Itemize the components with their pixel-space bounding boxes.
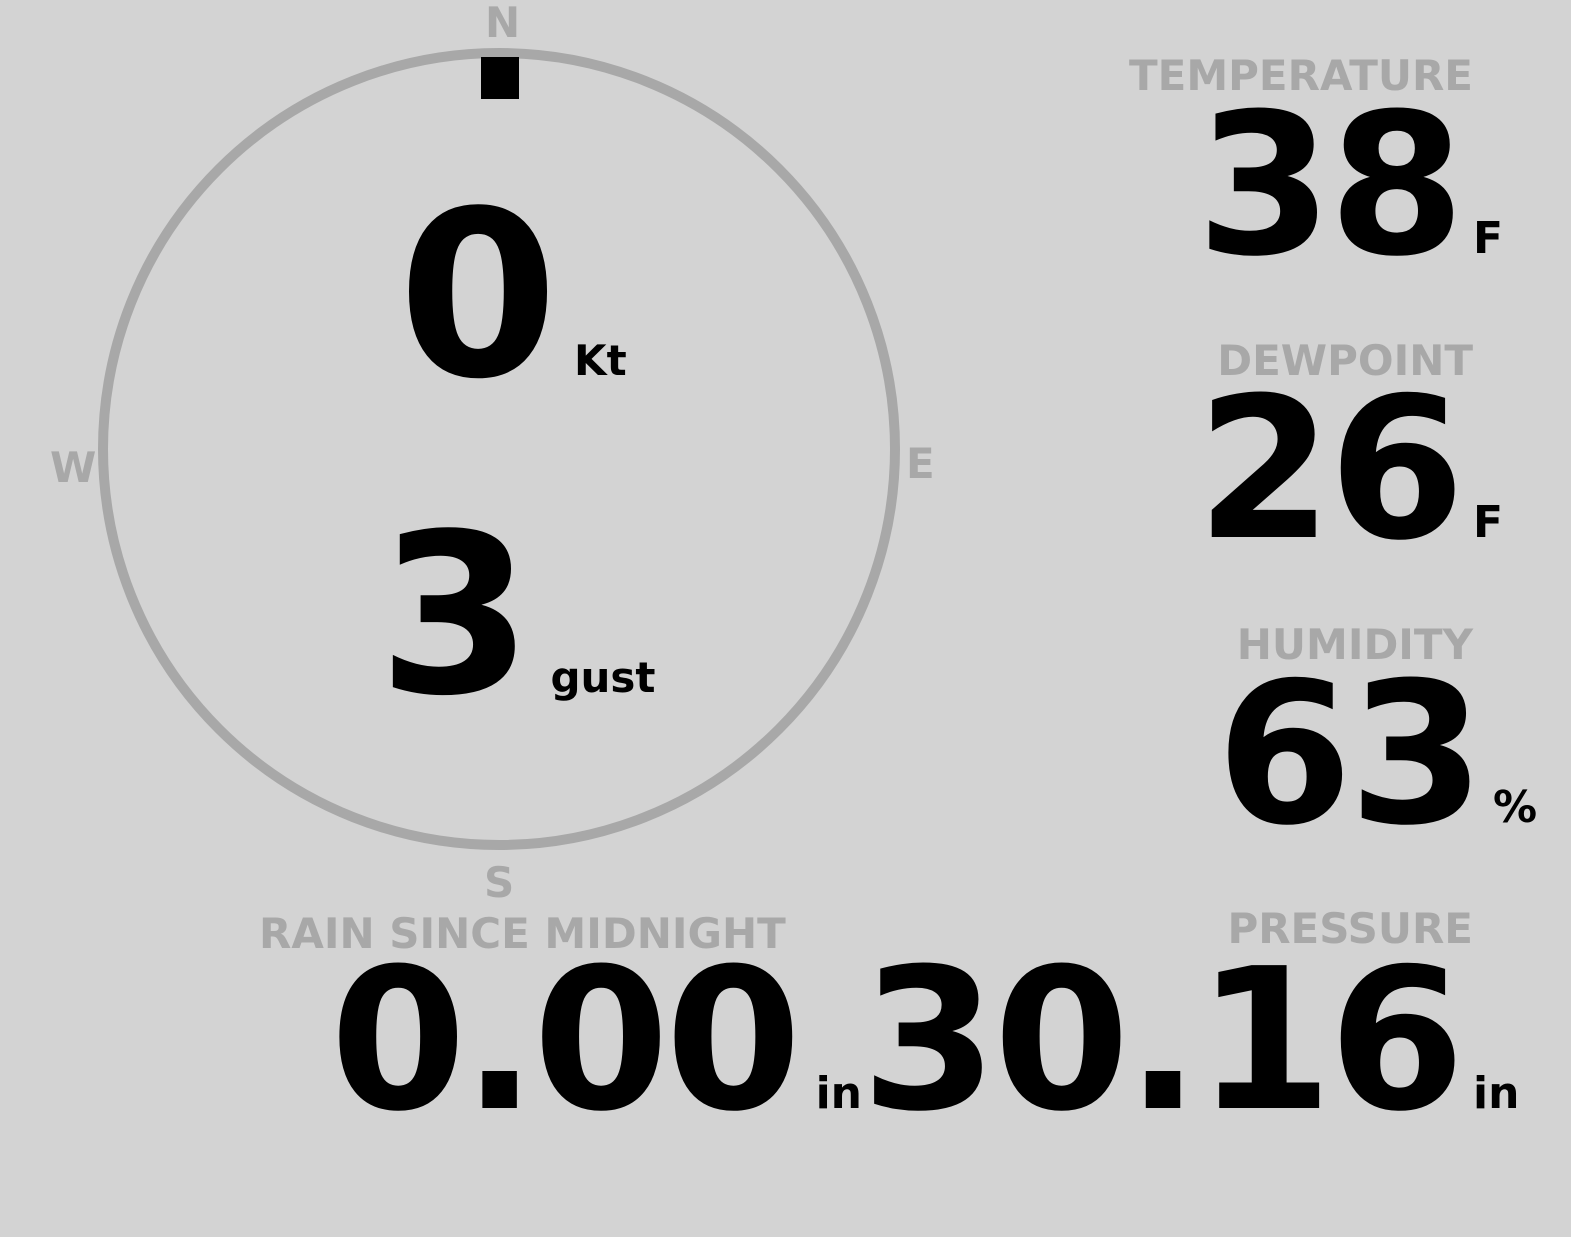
- temperature-reading: 38 F: [1123, 88, 1523, 284]
- temperature-label: TEMPERATURE: [1129, 51, 1473, 100]
- compass-west-label: W: [50, 443, 97, 492]
- dewpoint-value: 26: [1196, 356, 1465, 584]
- rain-value: 0.00: [330, 927, 802, 1155]
- wind-direction-marker-block: [481, 57, 519, 99]
- temperature-unit: F: [1473, 213, 1504, 264]
- pressure-unit: in: [1473, 1068, 1520, 1119]
- pressure-reading: 30.16 in: [823, 943, 1523, 1139]
- pressure-value: 30.16: [861, 927, 1465, 1155]
- gust-unit: gust: [550, 653, 656, 702]
- temperature-value: 38: [1196, 72, 1465, 300]
- wind-speed-unit: Kt: [574, 336, 627, 385]
- wind-gust: 3 gust: [378, 505, 656, 727]
- dewpoint-reading: 26 F: [1123, 372, 1523, 568]
- rain-unit: in: [815, 1068, 862, 1119]
- compass-ring: [98, 48, 900, 850]
- compass-south-label: S: [484, 858, 515, 907]
- humidity-reading: 63 %: [1153, 657, 1553, 853]
- humidity-value: 63: [1216, 641, 1485, 869]
- wind-speed-value: 0: [398, 163, 558, 430]
- dewpoint-label: DEWPOINT: [1217, 336, 1473, 385]
- dewpoint-unit: F: [1473, 497, 1504, 548]
- wind-direction-marker: [481, 57, 519, 99]
- compass-east-label: E: [906, 439, 935, 488]
- rain-reading: 0.00 in: [330, 943, 862, 1139]
- gust-value: 3: [378, 487, 532, 745]
- pressure-label: PRESSURE: [1227, 904, 1473, 953]
- humidity-label: HUMIDITY: [1236, 620, 1473, 669]
- humidity-unit: %: [1493, 782, 1538, 833]
- compass-dial: [98, 48, 900, 850]
- wind-speed: 0 Kt: [398, 182, 627, 412]
- compass-north-label: N: [485, 0, 521, 47]
- rain-label: RAIN SINCE MIDNIGHT: [259, 909, 786, 958]
